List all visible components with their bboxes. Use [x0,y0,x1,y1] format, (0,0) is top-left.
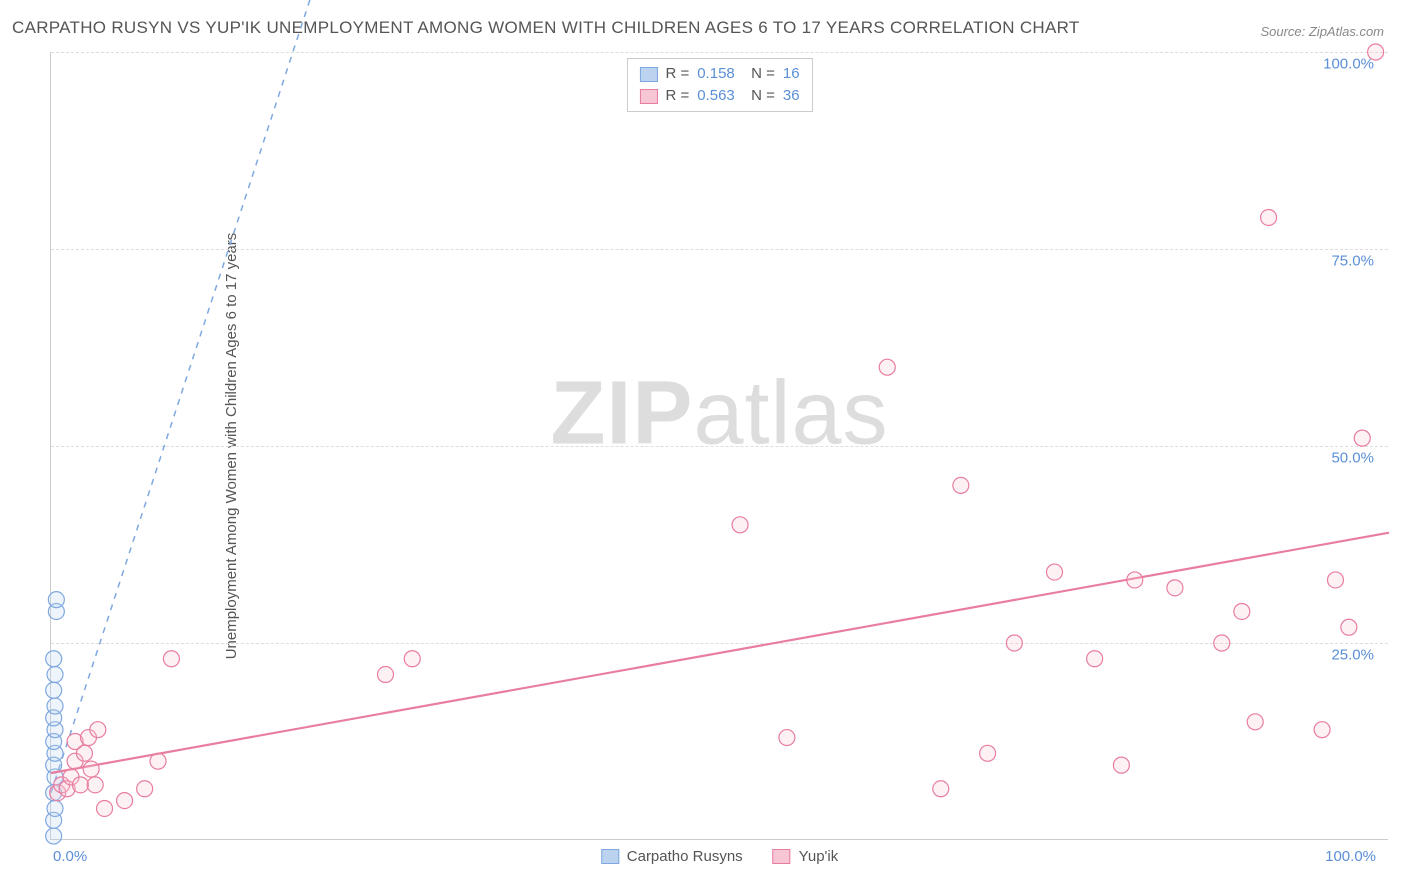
stat-r-label: R = [665,63,689,85]
data-point [46,682,62,698]
data-point [150,753,166,769]
data-point [1261,209,1277,225]
data-point [72,777,88,793]
data-point [879,359,895,375]
data-point [97,800,113,816]
data-point [1247,714,1263,730]
stat-n-label: N = [743,85,775,107]
data-point [1354,430,1370,446]
data-point [47,667,63,683]
data-point [1087,651,1103,667]
data-point [1234,603,1250,619]
plot-area: ZIPatlas 25.0%50.0%75.0%100.0% R = 0.158… [50,52,1388,840]
data-point [117,793,133,809]
swatch-icon [601,849,619,864]
data-point [163,651,179,667]
legend-label: Carpatho Rusyns [627,848,743,865]
data-point [76,745,92,761]
data-point [90,722,106,738]
data-point [1368,44,1384,60]
stats-legend: R = 0.158 N = 16 R = 0.563 N = 36 [626,58,812,112]
data-point [953,477,969,493]
legend-item-0: Carpatho Rusyns [601,848,743,865]
trend-line [51,533,1389,773]
data-point [1006,635,1022,651]
source-label: Source: ZipAtlas.com [1260,24,1384,39]
data-point [137,781,153,797]
series-legend: Carpatho Rusyns Yup'ik [601,848,838,865]
data-point [48,592,64,608]
x-tick-min: 0.0% [53,848,87,865]
data-point [1327,572,1343,588]
data-point [1113,757,1129,773]
chart-title: CARPATHO RUSYN VS YUP'IK UNEMPLOYMENT AM… [12,18,1080,38]
data-point [1127,572,1143,588]
data-point [732,517,748,533]
legend-label: Yup'ik [799,848,839,865]
data-point [1167,580,1183,596]
stats-row-0: R = 0.158 N = 16 [639,63,799,85]
data-point [980,745,996,761]
data-point [87,777,103,793]
data-point [1341,619,1357,635]
data-point [933,781,949,797]
legend-item-1: Yup'ik [773,848,839,865]
stat-r-value: 0.563 [697,85,735,107]
data-point [47,698,63,714]
data-point [46,651,62,667]
scatter-svg [51,52,1388,839]
trend-line [51,0,319,793]
data-point [83,761,99,777]
stats-row-1: R = 0.563 N = 36 [639,85,799,107]
data-point [404,651,420,667]
swatch-icon [773,849,791,864]
x-tick-max: 100.0% [1325,848,1376,865]
swatch-icon [639,67,657,82]
data-point [1214,635,1230,651]
stat-n-value: 36 [783,85,800,107]
stat-n-value: 16 [783,63,800,85]
data-point [779,730,795,746]
data-point [378,667,394,683]
data-point [1314,722,1330,738]
data-point [46,828,62,844]
stat-r-value: 0.158 [697,63,735,85]
stat-r-label: R = [665,85,689,107]
swatch-icon [639,89,657,104]
data-point [47,800,63,816]
stat-n-label: N = [743,63,775,85]
data-point [1047,564,1063,580]
